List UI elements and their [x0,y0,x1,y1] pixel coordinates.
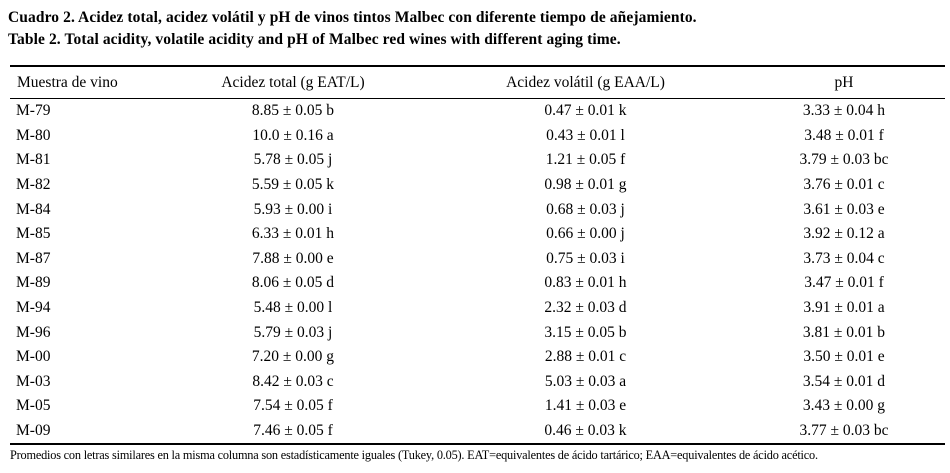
table-row: M-82 5.59 ± 0.05 k 0.98 ± 0.01 g 3.76 ± 0.0… [10,173,945,198]
ph-cell: 3.33 ± 0.04 h [802,102,886,120]
total-acidity-cell: 8.85 ± 0.05 b [251,102,335,120]
total-acidity-cell: 8.42 ± 0.03 c [252,372,334,390]
ph-cell: 3.81 ± 0.01 b [802,323,886,341]
header-row: Muestra de vino Acidez total (g EAT/L) A… [10,66,945,99]
ph-cell: 3.73 ± 0.04 c [803,249,885,267]
column-header-muestra-de-vino: Muestra de vino [10,66,158,99]
table-row: M-03 8.42 ± 0.03 c 5.03 ± 0.03 a 3.54 ± 0.0… [10,370,945,395]
volatile-acidity-cell: 2.88 ± 0.01 c [544,348,627,366]
table-row: M-81 5.78 ± 0.05 j 1.21 ± 0.05 f 3.79 ± 0.0… [10,148,945,173]
ph-cell: 3.91 ± 0.01 a [803,299,885,317]
sample-cell: M-87 [16,249,51,267]
table-body: M-79 8.85 ± 0.05 b 0.47 ± 0.01 k 3.33 ± 0.0… [10,99,945,445]
total-acidity-cell: 6.33 ± 0.01 h [251,225,335,243]
ph-cell: 3.92 ± 0.12 a [803,225,885,243]
sample-cell: M-09 [16,422,51,440]
total-acidity-cell: 5.48 ± 0.00 l [253,299,333,317]
total-acidity-cell: 5.59 ± 0.05 k [251,176,335,194]
total-acidity-cell: 5.93 ± 0.00 i [253,200,333,218]
table-row: M-87 7.88 ± 0.00 e 0.75 ± 0.03 i 3.73 ± 0.0… [10,247,945,272]
volatile-acidity-cell: 2.32 ± 0.03 d [544,299,627,317]
ph-cell: 3.54 ± 0.01 d [802,372,886,390]
table-row: M-89 8.06 ± 0.05 d 0.83 ± 0.01 h 3.47 ± 0.0… [10,271,945,296]
total-acidity-cell: 8.06 ± 0.05 d [251,274,335,292]
sample-cell: M-79 [16,102,51,120]
table-row: M-84 5.93 ± 0.00 i 0.68 ± 0.03 j 3.61 ± 0.0… [10,197,945,222]
table-row: M-79 8.85 ± 0.05 b 0.47 ± 0.01 k 3.33 ± 0.0… [10,99,945,124]
volatile-acidity-cell: 3.15 ± 0.05 b [544,323,627,341]
table-row: M-80 10.0 ± 0.16 a 0.43 ± 0.01 l 3.48 ± 0.0… [10,124,945,149]
volatile-acidity-cell: 1.41 ± 0.03 e [544,397,627,415]
ph-cell: 3.76 ± 0.01 c [803,176,885,194]
column-header-acidez-volatil: Acidez volátil (g EAA/L) [428,66,743,99]
volatile-acidity-cell: 0.66 ± 0.00 j [546,225,625,243]
sample-cell: M-03 [16,372,51,390]
volatile-acidity-cell: 0.75 ± 0.03 i [546,249,625,267]
table-row: M-85 6.33 ± 0.01 h 0.66 ± 0.00 j 3.92 ± 0.1… [10,222,945,247]
total-acidity-cell: 7.54 ± 0.05 f [253,397,333,415]
volatile-acidity-cell: 0.98 ± 0.01 g [544,176,627,194]
sample-cell: M-81 [16,151,51,169]
sample-cell: M-84 [16,200,51,218]
caption-spanish: Cuadro 2. Acidez total, acidez volátil y… [8,9,697,26]
footnote: Promedios con letras similares en la mis… [10,448,818,463]
caption-english: Table 2. Total acidity, volatile acidity… [8,31,621,48]
table-row: M-09 7.46 ± 0.05 f 0.46 ± 0.03 k 3.77 ± 0.0… [10,419,945,445]
volatile-acidity-cell: 0.43 ± 0.01 l [546,126,625,144]
sample-cell: M-00 [16,348,51,366]
ph-cell: 3.47 ± 0.01 f [804,274,884,292]
volatile-acidity-cell: 0.47 ± 0.01 k [544,102,627,120]
table-row: M-94 5.48 ± 0.00 l 2.32 ± 0.03 d 3.91 ± 0.0… [10,296,945,321]
ph-cell: 3.61 ± 0.03 e [803,200,885,218]
column-header-acidez-total: Acidez total (g EAT/L) [158,66,428,99]
sample-cell: M-94 [16,299,51,317]
table-row: M-96 5.79 ± 0.03 j 3.15 ± 0.05 b 3.81 ± 0.0… [10,320,945,345]
data-table: Muestra de vino Acidez total (g EAT/L) A… [10,65,945,446]
sample-cell: M-96 [16,323,51,341]
total-acidity-cell: 7.46 ± 0.05 f [253,422,333,440]
volatile-acidity-cell: 0.83 ± 0.01 h [544,274,627,292]
column-header-ph: pH [743,66,945,99]
total-acidity-cell: 7.20 ± 0.00 g [251,348,335,366]
total-acidity-cell: 5.78 ± 0.05 j [253,151,333,169]
total-acidity-cell: 10.0 ± 0.16 a [252,126,334,144]
volatile-acidity-cell: 5.03 ± 0.03 a [544,372,627,390]
table-caption: Cuadro 2. Acidez total, acidez volátil y… [0,0,950,51]
total-acidity-cell: 7.88 ± 0.00 e [252,249,334,267]
ph-cell: 3.79 ± 0.03 bc [799,151,889,169]
total-acidity-cell: 5.79 ± 0.03 j [253,323,333,341]
table-row: M-05 7.54 ± 0.05 f 1.41 ± 0.03 e 3.43 ± 0.0… [10,394,945,419]
volatile-acidity-cell: 1.21 ± 0.05 f [545,151,626,169]
table-row: M-00 7.20 ± 0.00 g 2.88 ± 0.01 c 3.50 ± 0.0… [10,345,945,370]
sample-cell: M-05 [16,397,51,415]
volatile-acidity-cell: 0.46 ± 0.03 k [544,422,627,440]
volatile-acidity-cell: 0.68 ± 0.03 j [546,200,625,218]
sample-cell: M-80 [16,126,51,144]
ph-cell: 3.50 ± 0.01 e [803,348,885,366]
sample-cell: M-89 [16,274,51,292]
ph-cell: 3.48 ± 0.01 f [804,126,884,144]
ph-cell: 3.43 ± 0.00 g [802,397,886,415]
sample-cell: M-82 [16,176,51,194]
sample-cell: M-85 [16,225,51,243]
ph-cell: 3.77 ± 0.03 bc [799,422,889,440]
